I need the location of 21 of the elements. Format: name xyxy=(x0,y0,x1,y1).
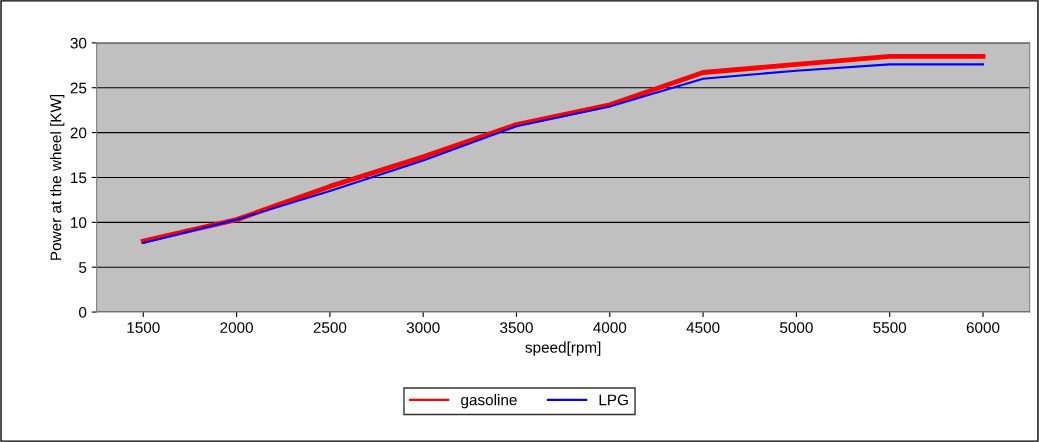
y-tick-label: 15 xyxy=(71,172,87,184)
x-tick-label: 5000 xyxy=(780,322,813,333)
x-tick-label: 4000 xyxy=(593,322,627,333)
x-tick-label: 6000 xyxy=(966,322,1000,333)
x-tick-label: 3500 xyxy=(500,322,533,333)
legend-label: LPG xyxy=(599,394,628,406)
x-tick-label: 4500 xyxy=(686,322,720,333)
y-tick-label: 25 xyxy=(70,82,87,94)
y-tick-label: 0 xyxy=(79,306,87,318)
x-tick-label: 5500 xyxy=(873,322,907,333)
legend-label: gasoline xyxy=(461,394,517,409)
y-axis-title: Power at the wheel [KW] xyxy=(50,94,65,260)
x-tick-label: 1500 xyxy=(127,322,160,333)
x-axis-title: speed[rpm] xyxy=(525,341,601,356)
x-tick-label: 3000 xyxy=(406,322,440,333)
y-tick-label: 5 xyxy=(79,262,87,273)
y-tick-label: 10 xyxy=(71,217,87,229)
y-tick-label: 30 xyxy=(70,37,87,49)
x-tick-label: 2000 xyxy=(220,322,253,333)
x-tick-label: 2500 xyxy=(313,322,347,333)
y-tick-label: 20 xyxy=(70,127,87,139)
